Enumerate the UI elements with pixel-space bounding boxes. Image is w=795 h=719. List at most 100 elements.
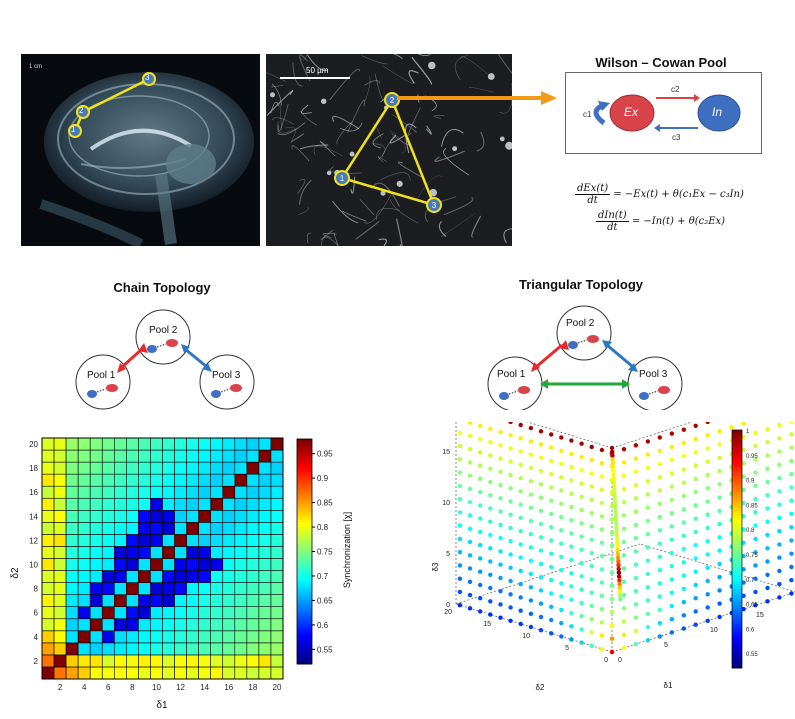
scatter3d-point	[646, 598, 650, 602]
scatter3d-point	[753, 444, 757, 448]
scatter3d-point	[519, 529, 523, 533]
heatmap-cell	[235, 559, 247, 571]
scatter3d-point	[765, 533, 769, 537]
colorbar-tick: 0.95	[317, 450, 333, 459]
scatter3d-point	[600, 448, 604, 452]
heatmap-cell	[54, 498, 66, 510]
heatmap-cell	[163, 474, 175, 486]
scatter3d-point	[579, 481, 583, 485]
scatter3d-point	[753, 470, 757, 474]
scatter3d-point	[590, 630, 594, 634]
heatmap-cell	[42, 631, 54, 643]
scatter3d-point	[498, 470, 502, 474]
scatter3d-point	[519, 516, 523, 520]
scatter3d-point	[646, 638, 650, 642]
scatter3d-point	[529, 492, 533, 496]
scatter3d-point	[706, 433, 710, 437]
scatter3d-point	[529, 532, 533, 536]
heatmap-cell	[90, 486, 102, 498]
scatter3d-point	[468, 460, 472, 464]
scatter3d-point	[468, 527, 472, 531]
heatmap-cell	[175, 522, 187, 534]
scatter3d-point	[634, 443, 638, 447]
heatmap-cell	[247, 643, 259, 655]
scatter3d-point	[765, 586, 769, 590]
heatmap-cell	[187, 498, 199, 510]
scatter3d-point	[590, 551, 594, 555]
triangular-title: Triangular Topology	[519, 277, 643, 292]
heatmap-ytick: 20	[29, 440, 38, 449]
scatter3d-point	[600, 607, 604, 611]
scatter3d-colorbar-tick: 1	[746, 429, 750, 435]
heatmap-cell	[102, 462, 114, 474]
heatmap-cell	[102, 655, 114, 667]
heatmap-cell	[247, 450, 259, 462]
heatmap-cell	[211, 595, 223, 607]
scatter3d-point	[777, 463, 781, 467]
heatmap-cell	[235, 486, 247, 498]
scatter3d-point	[634, 576, 638, 580]
heatmap-cell	[90, 583, 102, 595]
scatter3d-point	[549, 605, 553, 609]
scatter3d-point	[617, 578, 621, 582]
heatmap-cell	[114, 498, 126, 510]
heatmap-cell	[235, 438, 247, 450]
heatmap-cell	[102, 667, 114, 679]
heatmap-cell	[199, 595, 211, 607]
scatter3d-point	[717, 615, 721, 619]
scatter3d-point	[508, 486, 512, 490]
heatmap-xtick: 18	[248, 683, 257, 692]
heatmap-cell	[163, 450, 175, 462]
heatmap-cell	[150, 450, 162, 462]
scatter3d-point	[617, 582, 621, 586]
scatter3d-point	[717, 548, 721, 552]
scatter3d-point	[765, 427, 769, 431]
scatter3d-point	[610, 597, 614, 601]
heatmap-cell	[163, 486, 175, 498]
scatter3d-point	[789, 499, 793, 503]
scatter3d-point	[765, 546, 769, 550]
scatter3d-zlabel: δ2	[536, 683, 545, 692]
scatter3d-colorbar-tick: 0.75	[746, 553, 758, 559]
heatmap-cell	[42, 498, 54, 510]
scatter3d-point	[549, 512, 553, 516]
scatter3d-point	[634, 616, 638, 620]
heatmap-cell	[90, 510, 102, 522]
heatmap-cell	[114, 510, 126, 522]
scatter3d-xtick: 5	[664, 642, 668, 649]
heatmap-cell	[102, 486, 114, 498]
heatmap-cell	[187, 595, 199, 607]
scatter3d-point	[753, 563, 757, 567]
scatter3d-point	[468, 487, 472, 491]
heatmap-cell	[102, 534, 114, 546]
scatter3d-point	[559, 555, 563, 559]
scatter3d-point	[622, 580, 626, 584]
heatmap-cell	[90, 643, 102, 655]
heatmap-cell	[259, 643, 271, 655]
scatter3d-point	[617, 571, 621, 575]
heatmap-cell	[199, 631, 211, 643]
scatter3d-point	[590, 445, 594, 449]
heatmap-cell	[78, 510, 90, 522]
heatmap-cell	[102, 498, 114, 510]
scatter3d-point	[610, 610, 614, 614]
scatter3d-point	[569, 637, 573, 641]
heatmap-cell	[42, 619, 54, 631]
micro-scale-bar	[280, 77, 350, 79]
heatmap-cell	[247, 607, 259, 619]
heatmap-cell	[78, 522, 90, 534]
heatmap-cell	[66, 655, 78, 667]
heatmap-cell	[54, 571, 66, 583]
scatter3d-point	[615, 544, 619, 548]
scatter3d-point	[600, 461, 604, 465]
heatmap-cell	[163, 607, 175, 619]
heatmap-cell	[235, 607, 247, 619]
heatmap-cell	[54, 631, 66, 643]
scatter3d-point	[498, 443, 502, 447]
heatmap-cell	[114, 559, 126, 571]
heatmap-cell	[90, 438, 102, 450]
heatmap-cell	[150, 631, 162, 643]
heatmap-cell	[235, 462, 247, 474]
scatter3d-point	[569, 624, 573, 628]
heatmap-cell	[78, 546, 90, 558]
